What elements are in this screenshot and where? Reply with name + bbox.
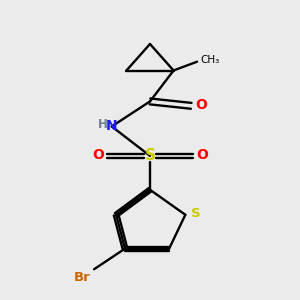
Text: O: O	[196, 148, 208, 162]
Text: CH₃: CH₃	[201, 55, 220, 65]
Text: S: S	[145, 148, 155, 164]
Text: Br: Br	[74, 271, 91, 284]
Text: N: N	[106, 118, 118, 133]
Text: O: O	[195, 98, 207, 112]
Text: H: H	[98, 118, 107, 131]
Text: S: S	[190, 207, 200, 220]
Text: O: O	[92, 148, 104, 162]
